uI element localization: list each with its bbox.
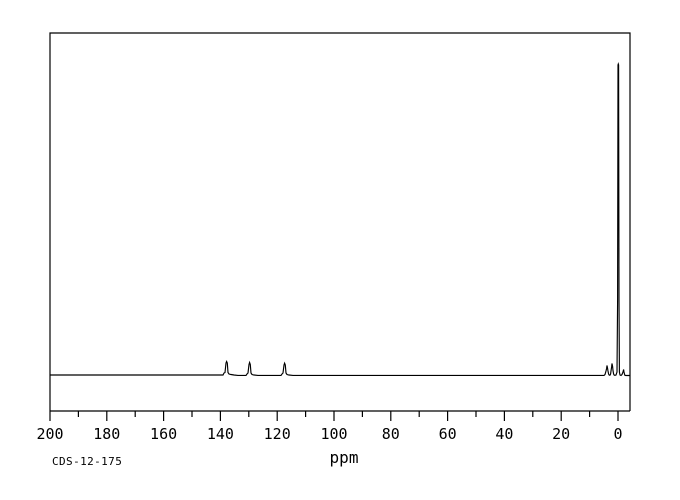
tick-label-80: 80	[381, 425, 400, 443]
sample-id-caption: CDS-12-175	[52, 455, 123, 468]
tick-label-40: 40	[495, 425, 514, 443]
tick-label-180: 180	[93, 425, 121, 443]
tick-label-60: 60	[438, 425, 457, 443]
tick-label-100: 100	[320, 425, 348, 443]
tick-label-0: 0	[613, 425, 623, 443]
spectrum-trace	[50, 61, 630, 377]
plot-frame	[49, 32, 631, 412]
tick-label-140: 140	[206, 425, 234, 443]
minor-tick-marks	[77, 411, 591, 417]
tick-label-160: 160	[150, 425, 178, 443]
tick-label-200: 200	[36, 425, 64, 443]
tick-label-20: 20	[552, 425, 571, 443]
x-axis-title: ppm	[329, 448, 359, 467]
tick-label-120: 120	[263, 425, 291, 443]
major-tick-marks	[49, 411, 619, 421]
